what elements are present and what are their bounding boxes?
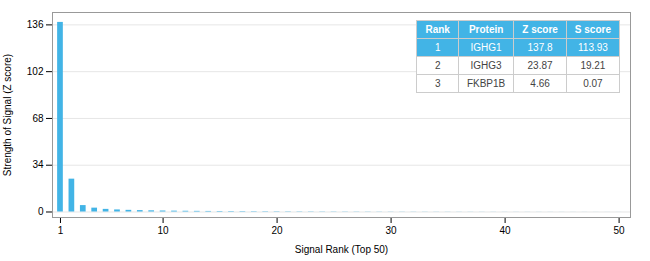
html-text:113.93: 113.93 — [578, 42, 608, 53]
html-text:1: 1 — [434, 42, 441, 53]
svg-text:1: 1 — [58, 225, 64, 236]
html-text:Z score: Z score — [522, 24, 558, 35]
svg-text:Signal Rank (Top 50): Signal Rank (Top 50) — [295, 244, 388, 255]
svg-text:0: 0 — [38, 206, 44, 217]
svg-text:20: 20 — [272, 225, 284, 236]
html-text:2: 2 — [434, 60, 441, 71]
svg-text:40: 40 — [500, 225, 512, 236]
html-text:IGHG1: IGHG1 — [470, 42, 502, 53]
svg-text:102: 102 — [27, 66, 44, 77]
svg-text:50: 50 — [614, 225, 626, 236]
html-text:Rank: Rank — [425, 24, 450, 35]
html-text:FKBP1B: FKBP1B — [466, 78, 506, 89]
html-text:IGHG3: IGHG3 — [470, 60, 502, 71]
html-text:19.21: 19.21 — [580, 60, 606, 71]
html-text:4.66: 4.66 — [530, 78, 550, 89]
html-text:137.8: 137.8 — [527, 42, 553, 53]
svg-text:34: 34 — [32, 159, 44, 170]
html-text:0.07: 0.07 — [583, 78, 603, 89]
svg-text:30: 30 — [386, 225, 398, 236]
svg-text:68: 68 — [32, 113, 44, 124]
svg-text:136: 136 — [27, 19, 44, 30]
html-text:23.87: 23.87 — [527, 60, 553, 71]
html-text:3: 3 — [434, 78, 441, 89]
html-text:Protein: Protein — [468, 24, 504, 35]
svg-text:Strength of Signal (Z score): Strength of Signal (Z score) — [2, 54, 13, 176]
html-text:S score: S score — [574, 24, 611, 35]
svg-text:10: 10 — [158, 225, 170, 236]
